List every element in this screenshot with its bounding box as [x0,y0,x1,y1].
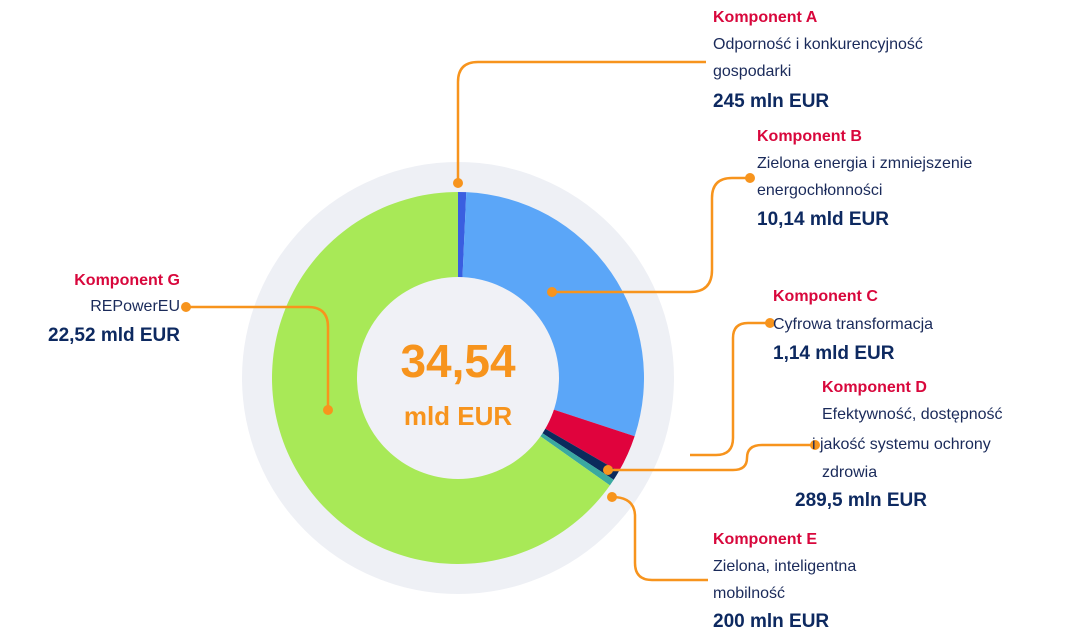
center-total: 34,54 [400,335,516,387]
leader-dot [453,178,463,188]
leader-dot [181,302,191,312]
slice [539,432,614,486]
leader-dot [607,492,617,502]
component-description: REPowerEU [90,298,180,315]
leader-dot [547,287,557,297]
component-description: i jakość systemu ochrony [812,436,991,453]
leader-line [186,305,330,410]
component-description: energochłonności [757,182,882,199]
leader-line [608,443,815,472]
leader-line [690,321,770,457]
component-value: 289,5 mln EUR [795,490,927,511]
slice [272,192,610,564]
leader-dot [323,405,333,415]
component-title: Komponent E [713,531,817,548]
slice [458,192,467,279]
component-description: mobilność [713,585,785,602]
component-description: Efektywność, dostępność [822,406,1003,423]
leader-dot [603,465,613,475]
donut [272,192,645,564]
component-title: Komponent D [822,379,927,396]
leader-line [552,176,750,294]
component-value: 200 mln EUR [713,611,829,632]
center-disc [357,277,559,479]
component-value: 1,14 mld EUR [773,343,895,364]
labels: Komponent A Odporność i konkurencyjność go… [48,9,1003,632]
component-description: gospodarki [713,63,791,80]
component-description: Zielona energia i zmniejszenie [757,155,972,172]
component-description: Odporność i konkurencyjność [713,36,923,53]
component-title: Komponent A [713,9,818,26]
slice [462,192,645,437]
component-title: Komponent C [773,288,878,305]
component-value: 22,52 mld EUR [48,325,180,346]
component-description: zdrowia [822,464,877,481]
component-title: Komponent G [74,272,180,289]
component-title: Komponent B [757,128,862,145]
component-value: 245 mln EUR [713,91,829,112]
leader-dot [745,173,755,183]
component-description: Cyfrowa transformacja [773,316,933,333]
leader-dot [810,440,820,450]
component-description: Zielona, inteligentna [713,558,856,575]
leader-line [611,495,708,582]
leader-dot [765,318,775,328]
leaders [181,60,820,582]
slice [541,428,619,480]
slice [544,409,635,472]
leader-line [456,60,706,183]
center-unit: mld EUR [404,401,513,431]
component-value: 10,14 mld EUR [757,209,889,230]
